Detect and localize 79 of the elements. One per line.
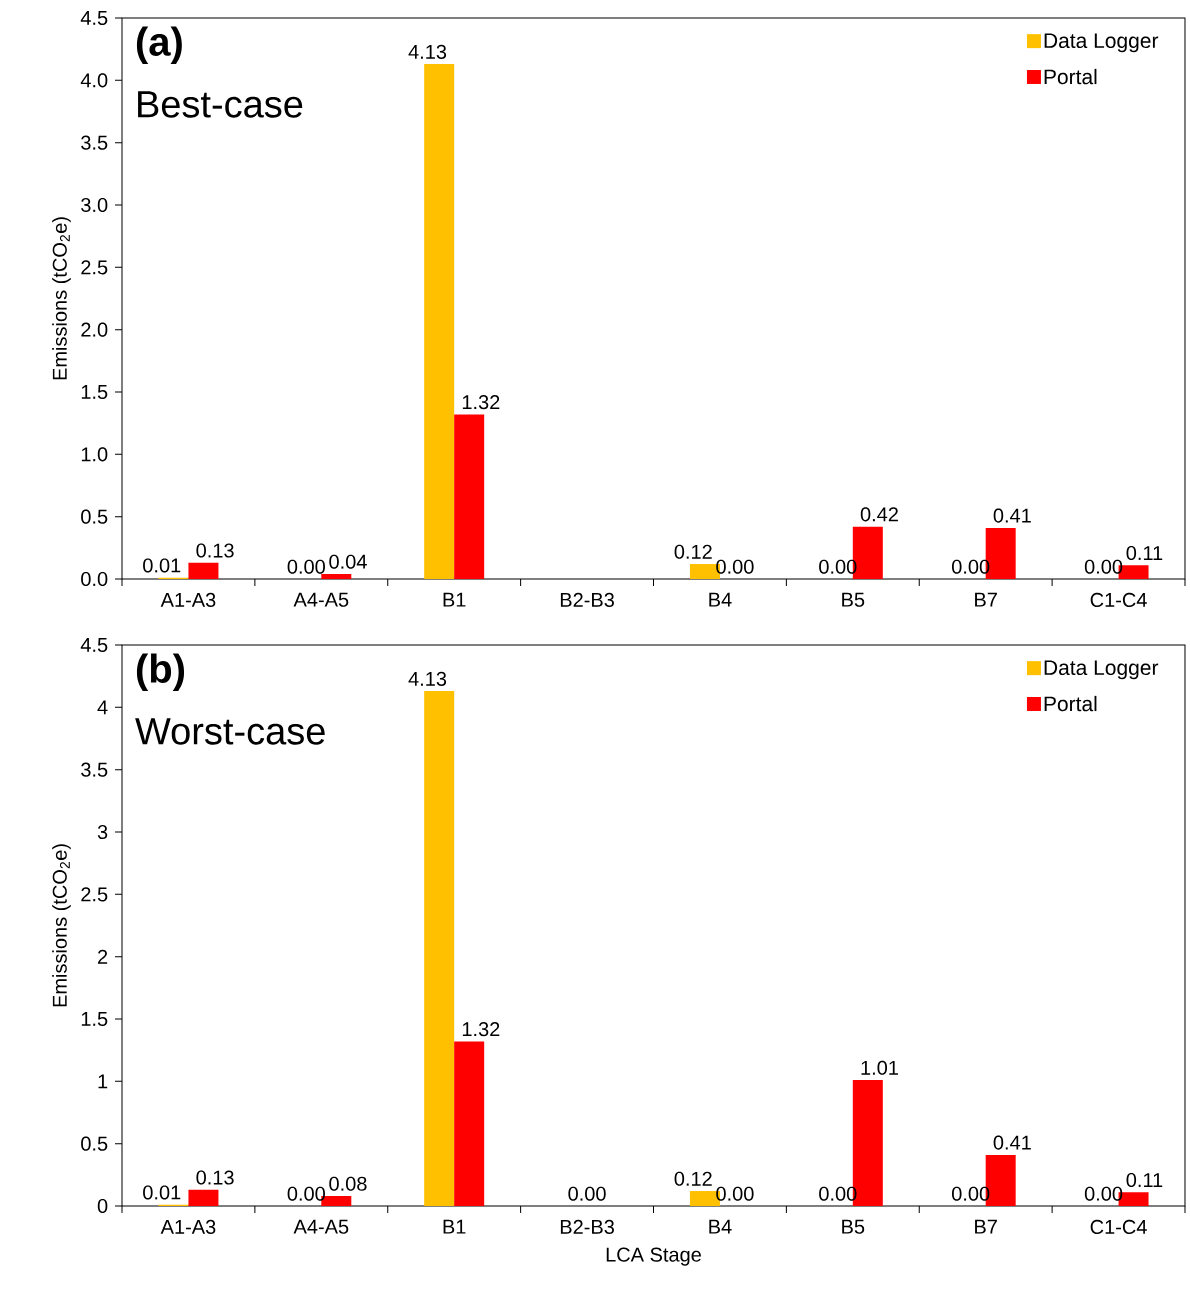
data-label: 0.11 xyxy=(1126,545,1163,561)
y-tick-label: 2.5 xyxy=(81,887,108,902)
data-label: 0.12 xyxy=(674,544,712,559)
y-tick-label: 2.5 xyxy=(81,260,108,275)
data-label: 0.13 xyxy=(196,1170,234,1185)
legend-label: Data Logger xyxy=(1044,660,1159,680)
x-tick-label: A4-A5 xyxy=(293,1219,349,1234)
x-tick-label: A1-A3 xyxy=(160,592,216,608)
text: Best-case xyxy=(138,91,303,118)
y-tick-label: 4 xyxy=(97,700,108,715)
x-tick-label: B7 xyxy=(975,592,997,607)
y-tick-label: 1.5 xyxy=(81,385,108,399)
data-label: 0.11 xyxy=(1126,1172,1163,1188)
data-label: 0.42 xyxy=(860,507,898,522)
x-tick-label: B5 xyxy=(842,592,865,607)
y-tick-label: 2.0 xyxy=(81,322,108,337)
bar xyxy=(188,1189,219,1206)
y-tick-label: 3.5 xyxy=(81,762,108,777)
bar xyxy=(188,562,219,579)
bar xyxy=(454,414,485,579)
bar xyxy=(454,1041,485,1206)
x-tick-label: B7 xyxy=(975,1219,997,1234)
data-label: 0.00 xyxy=(287,1186,325,1201)
data-label: 1.01 xyxy=(861,1060,898,1075)
bar xyxy=(424,691,455,1206)
y-tick-label: 4.0 xyxy=(80,73,108,88)
bar xyxy=(424,64,455,579)
y-tick-label: 1.0 xyxy=(81,447,108,462)
y-axis-title: Emissions (tCO$_{2}$e) xyxy=(52,844,71,1007)
x-tick-label: A4-A5 xyxy=(293,592,349,607)
y-tick-label: 0.5 xyxy=(81,509,108,524)
text: Worst-case xyxy=(135,718,325,745)
data-label: 0.00 xyxy=(716,1186,754,1201)
data-label: 0.01 xyxy=(143,1185,181,1200)
data-label: 0.13 xyxy=(196,543,234,558)
x-tick-label: C1-C4 xyxy=(1090,1219,1147,1235)
data-label: 0.08 xyxy=(329,1176,367,1191)
y-tick-label: 0 xyxy=(97,1198,108,1214)
x-tick-label: C1-C4 xyxy=(1090,592,1147,608)
y-tick-label: 3 xyxy=(97,824,108,840)
data-label: 1.32 xyxy=(462,395,500,410)
legend-label: Data Logger xyxy=(1044,33,1159,53)
y-tick-label: 0.0 xyxy=(81,571,108,587)
y-tick-label: 4.5 xyxy=(80,638,108,652)
y-tick-label: 1.5 xyxy=(81,1012,108,1026)
y-tick-label: 2 xyxy=(98,949,108,964)
data-label: 1.32 xyxy=(462,1022,500,1037)
y-tick-label: 1 xyxy=(98,1074,108,1089)
x-axis-title: LCA Stage xyxy=(606,1247,701,1266)
data-label: 0.00 xyxy=(1084,1186,1123,1201)
legend-label: Portal xyxy=(1044,68,1097,85)
y-axis-title: Emissions (tCO$_{2}$e) xyxy=(52,217,71,380)
data-label: 0.00 xyxy=(716,559,754,574)
x-tick-label: B4 xyxy=(709,1219,732,1234)
data-label: 4.13 xyxy=(408,44,447,59)
data-label: 0.00 xyxy=(287,559,325,574)
y-tick-label: 4.5 xyxy=(80,11,108,25)
y-tick-label: 0.5 xyxy=(81,1136,108,1151)
data-label: 0.12 xyxy=(674,1171,712,1186)
bar xyxy=(321,574,352,579)
legend-label: Portal xyxy=(1044,695,1097,712)
chart-title: (b) xyxy=(136,653,185,691)
x-tick-label: B2-B3 xyxy=(560,1219,614,1235)
data-label: 4.13 xyxy=(408,671,447,686)
data-label: 0.04 xyxy=(329,554,367,569)
x-tick-label: B5 xyxy=(842,1219,865,1234)
y-tick-label: 3.5 xyxy=(81,135,108,150)
chart-title: (a) xyxy=(136,26,182,64)
data-label: 0.01 xyxy=(143,558,181,573)
y-tick-label: 3.0 xyxy=(81,197,108,213)
x-tick-label: B1 xyxy=(443,592,466,607)
x-tick-label: A1-A3 xyxy=(160,1219,216,1235)
x-tick-label: B1 xyxy=(443,1219,466,1234)
data-label: 0.41 xyxy=(993,1135,1031,1150)
x-tick-label: B2-B3 xyxy=(560,592,614,608)
data-label: 0.00 xyxy=(1084,559,1123,574)
x-tick-label: B4 xyxy=(709,592,732,607)
annotation: 0.00 xyxy=(568,1186,606,1201)
data-label: 0.41 xyxy=(993,508,1031,523)
